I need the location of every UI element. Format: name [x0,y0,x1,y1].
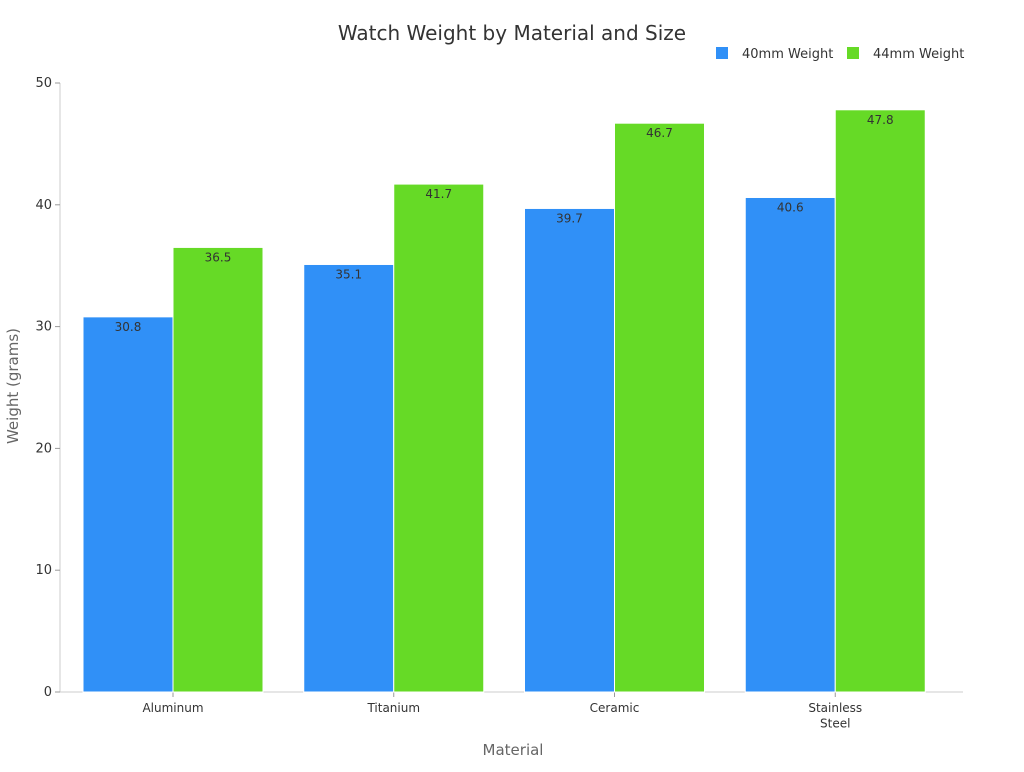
data-label: 30.8 [115,320,142,334]
data-label: 46.7 [646,126,673,140]
legend: 40mm Weight 44mm Weight [716,47,964,62]
legend-label-40mm: 40mm Weight [742,47,833,62]
x-tick-label: Titanium [366,701,420,715]
legend-swatch-44mm [847,47,859,59]
y-tick-label: 30 [35,320,52,335]
bar-40mm-ceramic [524,207,615,693]
data-label: 36.5 [205,250,232,264]
x-axis-title: Material [483,741,544,759]
bar-44mm-ceramic [614,122,705,693]
y-axis-title: Weight (grams) [4,328,22,444]
chart-title: Watch Weight by Material and Size [338,21,686,45]
x-axis: Aluminum Titanium Ceramic Stainless Steel [60,691,963,731]
bar-40mm-titanium [303,263,395,693]
bar-44mm-titanium [393,183,485,693]
legend-swatch-40mm [716,47,728,59]
data-label: 41.7 [425,187,452,201]
legend-label-44mm: 44mm Weight [873,47,964,62]
y-axis: 0 10 20 30 40 50 [35,76,61,700]
data-label: 35.1 [335,267,362,281]
x-tick-label: Ceramic [590,701,640,715]
bar-44mm-stainless-steel [834,109,926,693]
x-tick-label: Aluminum [142,701,203,715]
y-tick-label: 50 [35,76,52,91]
bar-44mm-aluminum [172,246,264,693]
y-tick-label: 0 [44,685,52,700]
bar-40mm-stainless-steel [744,196,836,693]
data-label: 47.8 [867,113,894,127]
bar-40mm-aluminum [82,316,174,693]
x-tick-label: Stainless Steel [808,701,862,731]
y-tick-label: 40 [35,198,52,213]
data-labels: 30.8 36.5 35.1 41.7 39.7 46.7 40.6 47.8 [115,113,894,334]
y-tick-label: 10 [35,563,52,578]
y-tick-label: 20 [35,441,52,456]
data-label: 39.7 [556,211,583,225]
data-label: 40.6 [777,200,804,214]
bars [82,109,926,693]
